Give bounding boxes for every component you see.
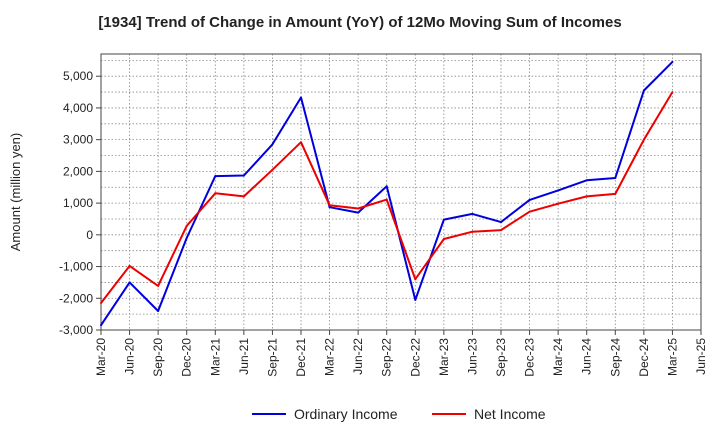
x-tick-label: Mar-25 xyxy=(665,338,679,376)
data-point xyxy=(671,60,674,63)
x-tick-label: Sep-20 xyxy=(151,338,165,377)
data-point xyxy=(585,195,588,198)
x-tick-label: Jun-23 xyxy=(465,338,479,375)
y-tick-label: 3,000 xyxy=(63,133,93,147)
data-point xyxy=(385,198,388,201)
y-tick-label: 0 xyxy=(86,228,93,242)
data-point xyxy=(442,218,445,221)
data-point xyxy=(185,237,188,239)
series-layer xyxy=(100,60,674,327)
data-point xyxy=(642,138,645,141)
x-tick-label: Dec-21 xyxy=(294,338,308,377)
data-point xyxy=(500,229,502,232)
x-tick-label: Sep-22 xyxy=(380,338,394,377)
data-point xyxy=(500,221,502,224)
chart-title: [1934] Trend of Change in Amount (YoY) o… xyxy=(98,14,622,31)
data-point xyxy=(585,179,588,182)
data-point xyxy=(328,206,331,209)
data-point xyxy=(242,174,245,177)
x-tick-label: Sep-21 xyxy=(265,338,279,377)
y-axis-title: Amount (million yen) xyxy=(8,133,23,252)
data-point xyxy=(300,96,302,99)
data-point xyxy=(671,91,674,94)
data-point xyxy=(557,202,560,205)
grid-layer xyxy=(100,54,702,331)
x-tick-label: Dec-20 xyxy=(180,338,194,377)
x-tick-label: Jun-25 xyxy=(694,338,708,375)
data-point xyxy=(471,230,474,233)
data-point xyxy=(557,189,560,192)
x-tick-label: Sep-24 xyxy=(608,338,622,377)
x-tick-label: Dec-22 xyxy=(408,338,422,377)
data-point xyxy=(157,309,160,312)
legend-label-1: Net Income xyxy=(474,406,546,422)
x-tick-label: Jun-21 xyxy=(237,338,251,375)
data-point xyxy=(100,302,102,305)
y-tick-label: -1,000 xyxy=(59,260,93,274)
data-point xyxy=(214,175,217,178)
data-point xyxy=(157,284,160,287)
legend: Ordinary Income Net Income xyxy=(252,406,546,422)
data-point xyxy=(442,237,445,240)
x-tick-label: Sep-23 xyxy=(494,338,508,377)
x-tick-label: Mar-24 xyxy=(551,338,565,376)
y-tick-label: 4,000 xyxy=(63,101,93,115)
data-point xyxy=(128,264,131,267)
data-point xyxy=(242,195,245,198)
data-point xyxy=(614,192,617,195)
data-point xyxy=(357,211,360,214)
data-point xyxy=(385,185,388,188)
data-point xyxy=(185,224,188,227)
data-point xyxy=(214,192,217,195)
data-point xyxy=(100,324,102,327)
x-tick-label: Dec-23 xyxy=(523,338,537,377)
y-tick-label: 1,000 xyxy=(63,196,93,210)
x-tick-label: Jun-20 xyxy=(123,338,137,375)
legend-label-0: Ordinary Income xyxy=(294,406,398,422)
data-point xyxy=(471,212,474,215)
x-tick-label: Jun-24 xyxy=(580,338,594,375)
x-tick-label: Mar-23 xyxy=(437,338,451,376)
x-tick-label: Jun-22 xyxy=(351,338,365,375)
x-tick-label: Mar-20 xyxy=(94,338,108,376)
data-point xyxy=(357,207,360,210)
data-point xyxy=(128,281,131,284)
data-point xyxy=(528,210,531,213)
data-point xyxy=(271,168,274,171)
data-point xyxy=(300,141,302,144)
x-tick-label: Mar-22 xyxy=(323,338,337,376)
data-point xyxy=(271,143,274,146)
axis-layer: -3,000 -2,000 -1,000 0 1,000 2,000 3,000 4,000 5… xyxy=(59,69,708,376)
data-point xyxy=(328,204,331,207)
x-tick-label: Dec-24 xyxy=(637,338,651,377)
data-point xyxy=(528,198,531,201)
data-point xyxy=(642,89,645,92)
data-point xyxy=(414,298,417,301)
y-tick-label: 5,000 xyxy=(63,69,93,83)
x-tick-label: Mar-21 xyxy=(208,338,222,376)
y-tick-label: 2,000 xyxy=(63,164,93,178)
y-tick-label: -2,000 xyxy=(59,291,93,305)
data-point xyxy=(614,177,617,180)
y-tick-label: -3,000 xyxy=(59,323,93,337)
plot-frame xyxy=(100,53,702,331)
data-point xyxy=(414,278,417,281)
